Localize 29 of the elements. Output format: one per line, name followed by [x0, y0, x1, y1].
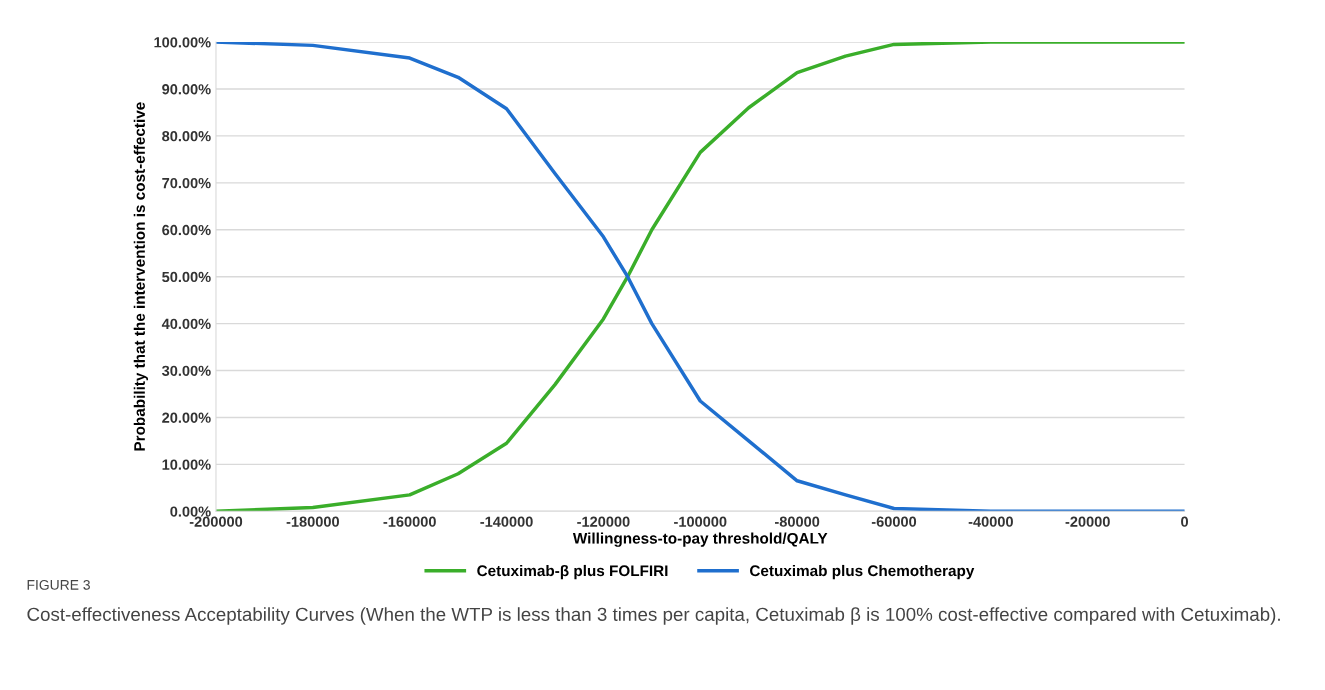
y-tick-label: 30.00% — [161, 365, 211, 376]
x-axis-title: Willingness-to-pay threshold/QALY — [572, 532, 828, 547]
y-tick-label: 50.00% — [162, 271, 211, 283]
x-tick-label: -180000 — [286, 516, 339, 527]
x-tick-label: -20000 — [1065, 516, 1110, 527]
caption: FIGURE 3 — [27, 579, 90, 590]
y-tick-label: 20.00% — [162, 412, 211, 423]
legend-label: Cetuximab-β plus FOLFIRI — [477, 564, 668, 580]
x-tick-label: -160000 — [383, 516, 436, 527]
y-tick-label: 10.00% — [162, 459, 211, 470]
x-tick-label: -120000 — [577, 516, 630, 527]
y-tick-label: 60.00% — [162, 224, 211, 236]
y-tick-label: 0.00% — [170, 506, 211, 517]
y-tick-label: 70.00% — [162, 177, 211, 189]
x-tick-label: -200000 — [189, 516, 243, 527]
x-tick-label: -100000 — [674, 516, 727, 527]
y-tick-label: 40.00% — [161, 318, 211, 330]
text: Cost-effectiveness Acceptability Curves (When the WTP is less than 3 times per capita, Cetuximab β is 100% cost-effective compared with Cetuximab). — [27, 607, 1280, 625]
legend-label: Cetuximab plus Chemotherapy — [750, 564, 975, 580]
y-tick-label: 80.00% — [162, 131, 211, 142]
x-tick-label: -60000 — [871, 516, 917, 527]
y-axis-title: Probability that the intervention is cost-effective — [133, 102, 148, 451]
y-tick-label: 90.00% — [162, 84, 211, 95]
x-tick-label: -140000 — [480, 516, 533, 527]
x-tick-label: -80000 — [774, 516, 820, 527]
y-tick-label: 100.00% — [154, 37, 211, 48]
line-series — [215, 42, 1185, 512]
x-tick-label: -40000 — [968, 516, 1013, 527]
x-tick-label: 0 — [1181, 516, 1189, 527]
